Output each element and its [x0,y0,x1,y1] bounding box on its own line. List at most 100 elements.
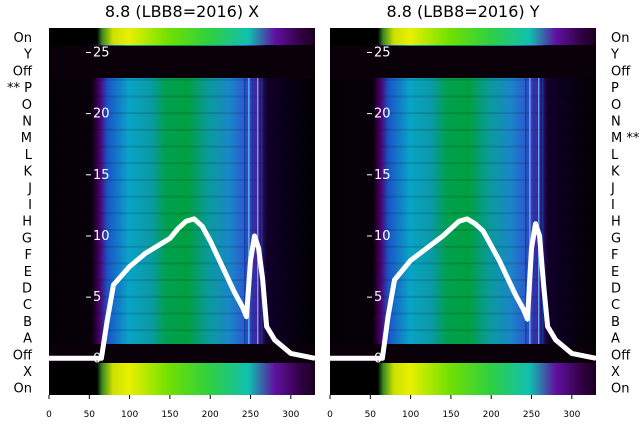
x-tick-label: 200 [483,410,500,420]
x-tick-label: 150 [442,410,459,420]
heatmap-row-band [330,195,596,198]
series-point [160,242,164,245]
x-tick-label: 150 [161,410,178,420]
heatmap-row-band [49,212,315,215]
off-band-bottom [49,344,315,364]
y-tick-label: 10 [93,229,110,244]
row-label: B [611,315,620,330]
row-label: K [611,165,620,180]
heatmap-streak [244,78,246,344]
row-label: O [611,98,621,113]
row-label: Y [23,48,32,63]
heatmap-row-band [330,329,596,332]
heatmap-streak [537,78,540,344]
series-point [425,247,428,250]
heatmap-row-band [49,262,315,265]
row-label: B [23,315,32,330]
heatmap-row-band [49,78,315,81]
heatmap-row-band [330,312,596,315]
row-label: C [23,298,32,313]
row-label: F [25,248,32,263]
row-label: G [611,231,621,246]
series-point [225,273,228,277]
row-label: G [22,231,32,246]
off-band-top [330,46,596,78]
x-tick-label: 250 [523,410,540,420]
series-point [393,278,396,282]
heatmap-row-band [49,295,315,298]
heatmap-row-band [49,145,315,148]
heatmap-row-band [330,145,596,148]
heatmap-row-band [330,78,596,81]
heatmap-strip-bottom [330,363,596,395]
row-label: On [611,31,629,46]
series-point [554,338,557,342]
series-point [530,247,533,250]
series-point [449,227,453,230]
heatmap-row-band [330,245,596,248]
x-tick-label: 0 [327,410,333,420]
x-tick-label: 0 [46,410,52,420]
heatmap-row-band [330,95,596,98]
series-point [168,237,172,240]
y-tick-label: 20 [374,107,391,122]
chart-panel-1: 8.8 (LBB8=2016) X 0 5 10 15 20 250 50 100 150 200 2… [7,2,317,420]
heatmap-streak [541,78,544,344]
heatmap-streak [256,78,259,344]
heatmap-row-band [49,195,315,198]
series-point [217,256,220,260]
chart-title: 8.8 (LBB8=2016) Y [386,2,539,21]
series-point [47,357,51,360]
row-label: X [23,365,32,380]
row-label: J [27,181,32,196]
heatmap-row-band [49,162,315,165]
heatmap-streak [252,78,254,344]
series-point [381,357,384,360]
row-label: M ** [611,131,640,146]
y-tick-label: 15 [93,168,110,183]
row-label: F [611,248,618,263]
x-tick-label: 300 [282,410,299,420]
series-point [233,291,236,294]
series-point [245,315,248,318]
row-label: Off [611,348,631,363]
row-label: H [22,215,32,230]
x-tick-label: 50 [84,410,96,420]
chart-title: 8.8 (LBB8=2016) X [105,2,259,21]
heatmap-strip-top [330,28,596,45]
series-point [506,276,509,279]
heatmap-row-band [330,229,596,232]
x-tick-label: 50 [365,410,377,420]
chart-panel-2: 8.8 (LBB8=2016) Y 0 5 10 15 20 250 50 100 150 200 2… [327,2,640,420]
row-label: E [24,265,32,280]
row-label: H [611,215,621,230]
heatmap-row-band [49,279,315,282]
series-point [490,244,493,247]
series-point [377,357,380,360]
heatmap-strip-bottom [49,363,315,395]
series-point [249,259,252,262]
series-point [534,222,537,225]
series-point [594,357,598,360]
row-label: K [23,165,32,180]
series-point [144,251,147,255]
series-point [457,220,461,223]
heatmap-streak [248,78,250,344]
y-tick-label: 5 [93,290,101,305]
row-label: A [23,332,32,347]
series-point [128,265,131,268]
x-tick-label: 100 [121,410,138,420]
series-point [481,229,485,233]
series-point [257,247,260,250]
y-tick-label: 20 [93,107,110,122]
x-tick-label: 250 [242,410,259,420]
y-tick-label: 15 [374,168,391,183]
heatmap-streak [260,78,263,344]
row-label: On [611,382,629,397]
heatmap-row-band [330,295,596,298]
heatmap-row-band [49,178,315,181]
row-label: On [14,31,32,46]
row-label: Off [611,64,631,79]
series-point [526,317,529,321]
